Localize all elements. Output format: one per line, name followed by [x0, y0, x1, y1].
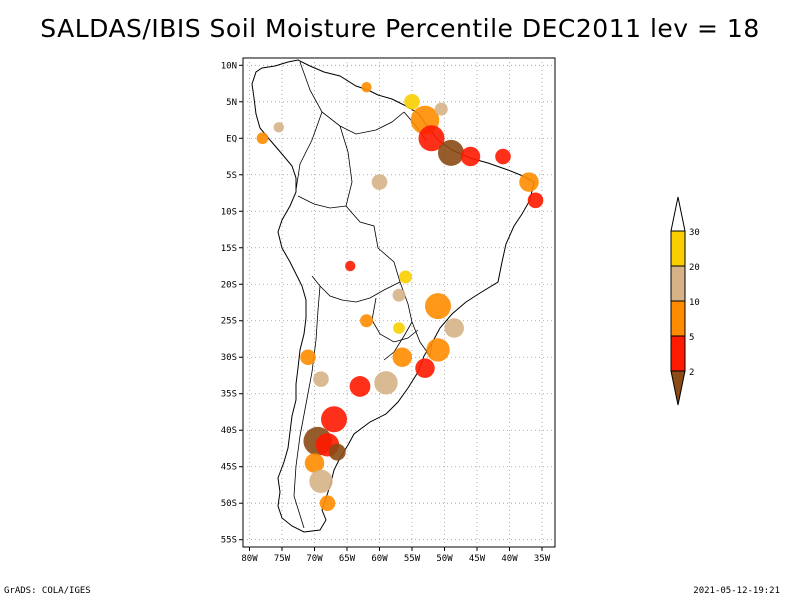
- lat-tick-label: 5N: [226, 98, 237, 108]
- percentile-patch: [392, 347, 412, 367]
- percentile-patch: [300, 349, 316, 366]
- legend-label: 10: [689, 298, 700, 308]
- percentile-patch: [256, 132, 269, 145]
- lat-tick-label: 20S: [221, 280, 237, 290]
- lat-tick-label: 50S: [221, 499, 237, 509]
- percentile-patch: [304, 453, 325, 473]
- legend-swatch-bottom: [670, 370, 686, 406]
- lon-tick-label: 70W: [306, 554, 323, 564]
- percentile-patch: [392, 288, 406, 302]
- lon-tick-label: 80W: [241, 554, 258, 564]
- lat-tick-label: 40S: [221, 426, 237, 436]
- legend-label: 5: [689, 333, 694, 343]
- percentile-patch: [415, 358, 435, 378]
- percentile-patch: [321, 406, 347, 433]
- lon-tick-label: 40W: [501, 554, 518, 564]
- lon-tick-label: 75W: [274, 554, 291, 564]
- gridlines: [243, 58, 555, 547]
- percentile-patch: [360, 314, 373, 328]
- legend-swatch-top: [670, 196, 686, 232]
- percentile-patch: [319, 495, 336, 512]
- legend-swatch: [670, 335, 686, 372]
- percentile-patch: [313, 371, 329, 387]
- lat-tick-label: EQ: [226, 134, 237, 144]
- percentile-patch: [426, 338, 450, 362]
- percentile-patch: [527, 192, 544, 209]
- lat-tick-label: 5S: [226, 171, 237, 181]
- legend-swatch: [670, 265, 686, 302]
- map-title: SALDAS/IBIS Soil Moisture Percentile DEC…: [40, 14, 760, 43]
- legend-label: 30: [689, 228, 700, 238]
- percentile-patch: [273, 122, 284, 133]
- footer-credit: GrADS: COLA/IGES: [4, 586, 91, 596]
- legend-label: 20: [689, 263, 700, 273]
- lat-tick-label: 55S: [221, 536, 237, 546]
- lat-tick-label: 10N: [221, 61, 237, 71]
- percentile-patch: [374, 371, 398, 395]
- percentile-patch: [309, 469, 333, 494]
- percentile-patch: [460, 146, 481, 167]
- percentile-patches: [256, 81, 544, 512]
- lat-tick-label: 25S: [221, 317, 237, 327]
- lat-tick-label: 35S: [221, 390, 237, 400]
- footer-timestamp: 2021-05-12-19:21: [693, 586, 780, 596]
- percentile-patch: [328, 443, 346, 461]
- lon-tick-label: 65W: [339, 554, 356, 564]
- lon-tick-label: 55W: [404, 554, 421, 564]
- legend-label: 2: [689, 368, 694, 378]
- lat-tick-label: 45S: [221, 463, 237, 473]
- lat-tick-label: 10S: [221, 207, 237, 217]
- lon-tick-label: 50W: [436, 554, 453, 564]
- percentile-patch: [425, 293, 451, 320]
- percentile-patch: [418, 125, 445, 152]
- lat-tick-label: 30S: [221, 353, 237, 363]
- percentile-patch: [495, 148, 511, 165]
- lat-tick-label: 15S: [221, 244, 237, 254]
- map-frame: [242, 57, 556, 548]
- lon-tick-label: 60W: [371, 554, 388, 564]
- percentile-patch: [519, 172, 539, 192]
- axis-labels: 10N 5N EQ 5S 10S 15S 20S 25S 30S 35S 40S 45S 50S 55S 8…: [221, 61, 551, 564]
- lon-tick-label: 35W: [534, 554, 551, 564]
- legend-swatch: [670, 230, 686, 267]
- percentile-patch: [399, 270, 412, 284]
- percentile-patch: [361, 81, 372, 93]
- percentile-patch: [349, 376, 371, 397]
- percentile-patch: [371, 174, 388, 190]
- percentile-patch: [434, 102, 448, 116]
- percentile-patch: [444, 318, 464, 338]
- percentile-patch: [438, 139, 464, 166]
- lon-tick-label: 45W: [469, 554, 486, 564]
- colorbar-legend: 30 20 10 5 2: [670, 196, 700, 406]
- legend-swatch: [670, 300, 686, 337]
- percentile-patch: [404, 93, 420, 110]
- percentile-patch: [345, 260, 356, 272]
- percentile-patch: [393, 322, 405, 334]
